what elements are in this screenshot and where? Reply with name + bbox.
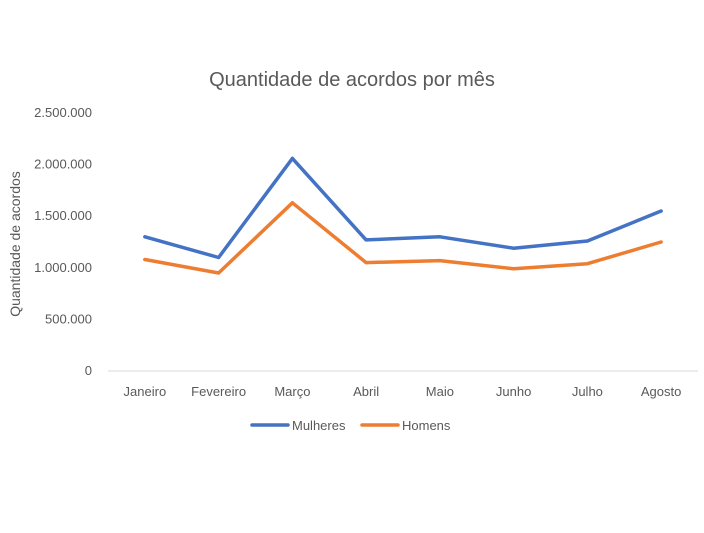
x-tick-label: Abril	[353, 384, 379, 399]
legend: Mulheres Homens	[250, 418, 451, 433]
data-point-homens	[512, 267, 516, 271]
series-line-homens	[143, 201, 663, 275]
data-point-mulheres	[364, 238, 368, 242]
data-point-mulheres	[217, 255, 221, 260]
data-point-mulheres	[290, 156, 294, 161]
x-tick-label: Fevereiro	[191, 384, 246, 399]
data-point-homens	[143, 257, 147, 262]
x-tick-label: Agosto	[641, 384, 681, 399]
y-tick-label: 0	[85, 363, 92, 378]
y-tick-labels: 0 500.000 1.000.000 1.500.000 2.000.000 2.500…	[34, 105, 92, 378]
data-point-homens	[217, 271, 221, 275]
y-tick-label: 2.000.000	[34, 157, 92, 172]
y-tick-label: 1.000.000	[34, 260, 92, 275]
y-tick-label: 500.000	[45, 311, 92, 326]
series-lines	[143, 156, 663, 275]
data-point-mulheres	[585, 239, 589, 243]
data-point-homens	[290, 201, 294, 205]
series-line-mulheres	[143, 156, 663, 260]
data-point-homens	[438, 258, 442, 263]
y-tick-label: 1.500.000	[34, 208, 92, 223]
data-point-mulheres	[143, 235, 147, 239]
data-point-homens	[585, 262, 589, 266]
x-tick-label: Junho	[496, 384, 531, 399]
data-point-mulheres	[512, 246, 516, 250]
x-tick-label: Julho	[572, 384, 603, 399]
data-point-mulheres	[659, 209, 663, 213]
legend-label-mulheres: Mulheres	[292, 418, 346, 433]
y-tick-label: 2.500.000	[34, 105, 92, 120]
x-tick-label: Maio	[426, 384, 454, 399]
data-point-homens	[659, 240, 663, 244]
data-point-homens	[364, 261, 368, 265]
chart-title: Quantidade de acordos por mês	[209, 69, 495, 91]
legend-label-homens: Homens	[402, 418, 451, 433]
data-point-mulheres	[438, 235, 442, 239]
x-tick-label: Janeiro	[124, 384, 167, 399]
y-axis-title: Quantidade de acordos	[7, 171, 23, 317]
x-tick-label: Março	[274, 384, 310, 399]
x-tick-labels: Janeiro Fevereiro Março Abril Maio Junho Julho…	[124, 384, 682, 399]
